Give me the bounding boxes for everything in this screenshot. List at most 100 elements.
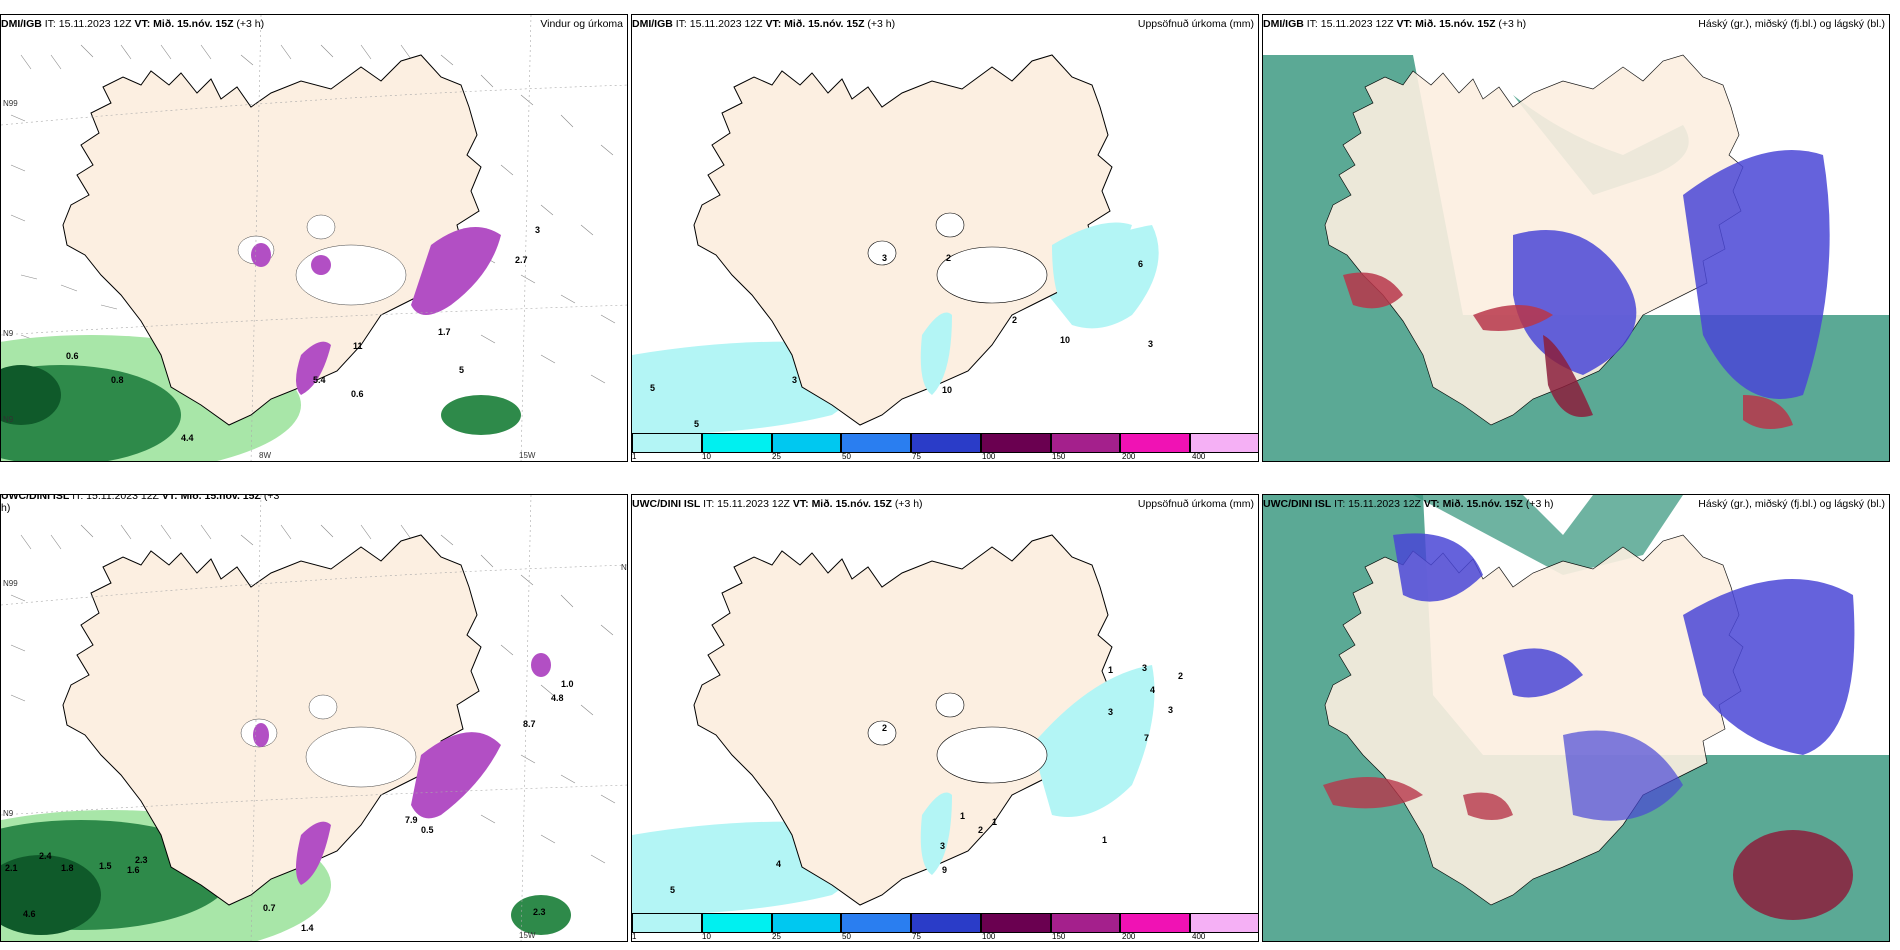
colorbar-tick: 25 [772,452,781,461]
value-label: 2 [946,253,952,263]
colorbar-tick: 10 [702,452,711,461]
colorbar-tick: 50 [842,932,851,941]
value-label: 3 [1168,705,1174,715]
colorbar-tick: 1 [632,452,637,461]
value-label: 9 [942,865,948,875]
value-label: 4 [1150,685,1156,695]
cloud-low-area [1473,305,1553,331]
colorbar-swatch [911,913,981,933]
colorbar-swatch [1120,433,1191,453]
panel-title: Uppsöfnuð úrkoma (mm) [1137,18,1254,30]
map-wind-precip [1,15,627,461]
value-label: 1.5 [99,861,112,871]
cloud-low-area [1733,830,1853,920]
colorbar-swatch [1120,913,1191,933]
value-label: 5 [694,419,700,429]
colorbar-swatch [841,433,912,453]
precip-area-se [441,395,521,435]
colorbar-swatch [701,433,772,453]
value-label: 3 [535,225,541,235]
colorbar-swatch [701,913,772,933]
value-label: 8.7 [523,719,536,729]
colorbar-swatch [632,433,702,453]
colorbar-tick: 1 [632,932,637,941]
panel-title: Háský (gr.), miðský (fj.bl.) og lágský (… [1698,18,1885,30]
panel-accum-precip-dmi: DMI/IGB IT: 15.11.2023 12Z VT: Mið. 15.n… [631,14,1259,462]
panel-header-wrap: h) [1,502,11,514]
value-label: 1 [1102,835,1108,845]
colorbar-swatch [841,913,912,933]
value-label: 10 [1060,335,1071,345]
value-label: 7.9 [405,815,418,825]
value-label: 5 [650,383,656,393]
value-label: 4.8 [551,693,564,703]
glaciers [240,694,417,788]
colorbar-swatch [1050,433,1121,453]
grid-label: 8W [259,451,271,460]
precip-area [1032,665,1155,817]
value-label: 5 [670,885,676,895]
value-label: 1 [992,817,998,827]
colorbar-tick: 75 [912,452,921,461]
value-label: 2 [978,825,984,835]
glaciers [867,212,1048,304]
value-label: 2.1 [5,863,18,873]
grid-label: 15W [519,931,536,940]
value-label: 10 [942,385,953,395]
value-label: 2 [882,723,888,733]
panel-title: Vindur og úrkoma [540,18,623,30]
map-clouds [1263,15,1889,461]
value-label: 0.8 [111,375,124,385]
colorbar [632,433,1258,453]
value-label: 3 [1108,707,1114,717]
value-label: 2.4 [39,851,52,861]
panel-header: UWC/DINI ISL IT: 15.11.2023 12Z VT: Mið.… [1,494,280,502]
value-label: 0.5 [421,825,434,835]
value-label: 1.7 [438,327,451,337]
cloud-low-area [1463,792,1513,820]
panel-wind-precip-dmi: DMI/IGB IT: 15.11.2023 12Z VT: Mið. 15.n… [0,14,628,462]
heavy-precip [251,227,501,395]
colorbar-tick: 200 [1122,932,1136,941]
cloud-mid-area [1683,150,1830,399]
value-label: 3 [1148,339,1154,349]
colorbar-tick: 100 [982,932,996,941]
value-label: 1 [960,811,966,821]
value-label: 5 [459,365,465,375]
panel-header: UWC/DINI ISL IT: 15.11.2023 12Z VT: Mið.… [632,498,923,510]
cloud-mid-area [1563,730,1683,821]
map-accum-precip [632,534,1155,915]
cloud-low-area [1543,335,1593,417]
cloud-mid-area [1503,648,1583,698]
colorbar-swatch [632,913,702,933]
value-label: 11 [353,341,363,351]
cloud-mid-area [1393,533,1483,602]
value-label: 2.3 [533,907,546,917]
value-label: 3 [792,375,798,385]
colorbar-tick: 150 [1052,452,1066,461]
precip-core [1,365,61,425]
value-label: 4.6 [23,909,36,919]
value-label: 4 [776,859,782,869]
value-label: 3 [1142,663,1148,673]
colorbar-tick: 10 [702,932,711,941]
panel-accum-precip-uwc: UWC/DINI ISL IT: 15.11.2023 12Z VT: Mið.… [631,494,1259,942]
panel-header: DMI/IGB IT: 15.11.2023 12Z VT: Mið. 15.n… [1,18,265,30]
colorbar-swatch [1190,433,1258,453]
value-label: 3 [882,253,888,263]
value-label: 3 [940,841,946,851]
value-label: 2.3 [135,855,148,865]
colorbar-tick: 400 [1192,932,1206,941]
colorbar-swatch [980,433,1051,453]
value-label: 1.6 [127,865,140,875]
value-label: 2 [1012,315,1018,325]
colorbar-tick: 200 [1122,452,1136,461]
panel-header: DMI/IGB IT: 15.11.2023 12Z VT: Mið. 15.n… [1263,18,1527,30]
colorbar-swatch [771,433,842,453]
value-label: 0.6 [351,389,364,399]
grid-label: N9 [3,415,14,424]
colorbar-tick: 50 [842,452,851,461]
colorbar [632,913,1258,933]
value-label: 0.7 [263,903,276,913]
map-wind-precip [1,495,627,941]
